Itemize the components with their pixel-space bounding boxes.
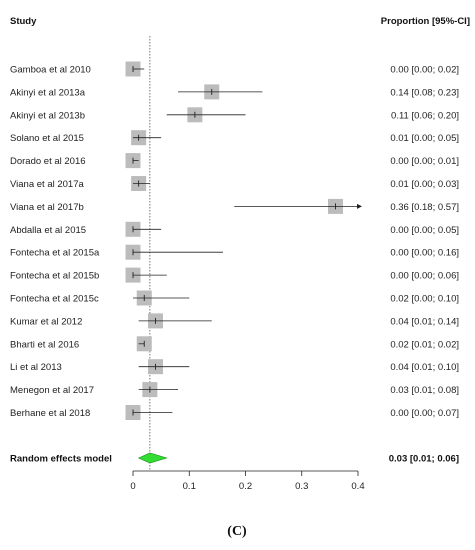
x-tick-label: 0.4 bbox=[351, 481, 364, 492]
study-header: Study bbox=[10, 16, 37, 27]
study-label: Akinyi et al 2013a bbox=[10, 87, 86, 98]
study-ci-text: 0.36 [0.18; 0.57] bbox=[390, 202, 459, 213]
study-ci-text: 0.02 [0.00; 0.10] bbox=[390, 294, 459, 305]
study-label: Kumar et al 2012 bbox=[10, 316, 82, 327]
panel-label: (C) bbox=[227, 524, 247, 539]
study-label: Solano et al 2015 bbox=[10, 133, 84, 144]
x-tick-label: 0.1 bbox=[183, 481, 196, 492]
study-label: Menegon et al 2017 bbox=[10, 385, 94, 396]
x-tick-label: 0.3 bbox=[295, 481, 308, 492]
study-label: Fontecha et al 2015b bbox=[10, 271, 99, 282]
study-ci-text: 0.01 [0.00; 0.05] bbox=[390, 133, 459, 144]
study-label: Viana et al 2017a bbox=[10, 179, 84, 190]
study-label: Fontecha et al 2015c bbox=[10, 294, 99, 305]
study-ci-text: 0.01 [0.00; 0.03] bbox=[390, 179, 459, 190]
summary-diamond bbox=[137, 452, 168, 464]
study-ci-text: 0.03 [0.01; 0.08] bbox=[390, 385, 459, 396]
study-ci-text: 0.11 [0.06; 0.20] bbox=[391, 110, 459, 121]
study-ci-text: 0.00 [0.00; 0.05] bbox=[390, 225, 459, 236]
summary-ci-text: 0.03 [0.01; 0.06] bbox=[389, 454, 459, 465]
x-tick-label: 0.2 bbox=[239, 481, 252, 492]
study-ci-text: 0.00 [0.00; 0.06] bbox=[390, 271, 459, 282]
study-ci-text: 0.04 [0.01; 0.10] bbox=[390, 362, 459, 373]
study-ci-text: 0.00 [0.00; 0.01] bbox=[390, 156, 459, 167]
ci-arrow bbox=[357, 203, 362, 209]
study-label: Li et al 2013 bbox=[10, 362, 62, 373]
x-tick-label: 0 bbox=[130, 481, 135, 492]
study-label: Viana et al 2017b bbox=[10, 202, 84, 213]
study-ci-text: 0.00 [0.00; 0.16] bbox=[390, 248, 459, 259]
study-ci-text: 0.00 [0.00; 0.07] bbox=[390, 408, 459, 419]
study-label: Dorado et al 2016 bbox=[10, 156, 86, 167]
study-ci-text: 0.00 [0.00; 0.02] bbox=[390, 65, 459, 76]
study-ci-text: 0.04 [0.01; 0.14] bbox=[390, 316, 459, 327]
plot-marks: Gamboa et al 2010 0.00 [0.00; 0.02] Akinyi… bbox=[10, 36, 459, 492]
study-ci-text: 0.02 [0.01; 0.02] bbox=[390, 339, 459, 350]
study-ci-text: 0.14 [0.08; 0.23] bbox=[390, 87, 459, 98]
study-label: Bharti et al 2016 bbox=[10, 339, 79, 350]
study-label: Berhane et al 2018 bbox=[10, 408, 90, 419]
study-label: Fontecha et al 2015a bbox=[10, 248, 100, 259]
summary-label: Random effects model bbox=[10, 454, 112, 465]
study-label: Gamboa et al 2010 bbox=[10, 65, 91, 76]
ci-header: Proportion [95%-CI] bbox=[381, 16, 470, 27]
study-label: Abdalla et al 2015 bbox=[10, 225, 86, 236]
study-label: Akinyi et al 2013b bbox=[10, 110, 85, 121]
